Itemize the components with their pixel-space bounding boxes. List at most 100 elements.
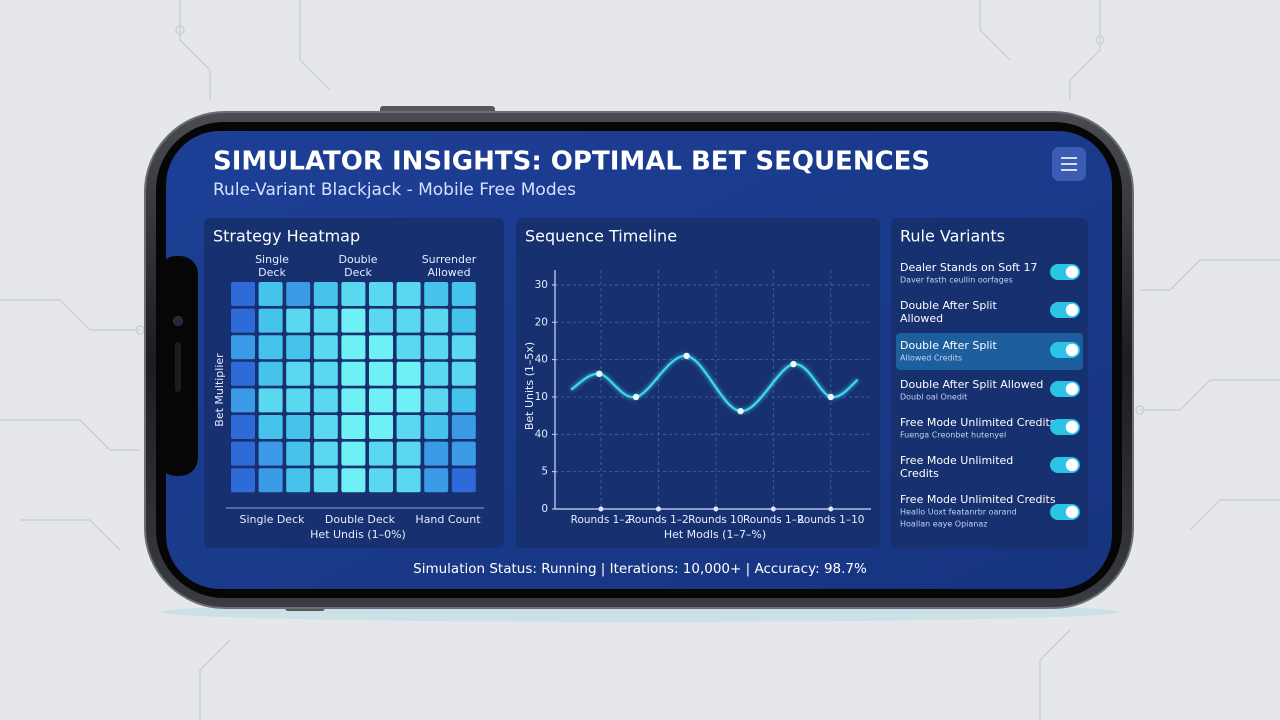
rules-title: Rule Variants xyxy=(900,227,1005,246)
circuit xyxy=(0,419,140,451)
circuit xyxy=(0,299,140,331)
y-tick-label: 10 xyxy=(535,391,548,403)
heatmap-cell xyxy=(313,415,338,439)
y-tick-label: 30 xyxy=(535,279,548,291)
heatmap-cell xyxy=(396,335,421,360)
heatmap-cell xyxy=(341,468,366,493)
heatmap-column-label: Deck xyxy=(344,266,372,279)
app-subtitle: Rule-Variant Blackjack - Mobile Free Mod… xyxy=(213,180,576,200)
sequence-point xyxy=(790,360,797,368)
heatmap-cell xyxy=(369,441,393,466)
heatmap-cell xyxy=(231,415,255,439)
heatmap-cell xyxy=(341,361,366,386)
heatmap-cell xyxy=(424,282,449,306)
circuit xyxy=(979,0,1011,61)
heatmap-cell xyxy=(396,415,421,439)
rule-label: Free Mode Unlimited xyxy=(900,454,1013,467)
rule-label: Double After Split Allowed xyxy=(900,378,1043,391)
heatmap-cell xyxy=(286,361,311,386)
heatmap-column-label: Deck xyxy=(258,266,286,279)
rule-toggle-knob[interactable] xyxy=(1065,343,1079,357)
rule-toggle-knob[interactable] xyxy=(1065,505,1079,519)
sequence-line xyxy=(570,354,859,413)
heatmap-cell xyxy=(286,468,311,493)
circuit-node xyxy=(1095,35,1105,45)
rule-highlight xyxy=(896,333,1083,370)
heatmap-cell xyxy=(231,308,255,333)
app-title: SIMULATOR INSIGHTS: OPTIMAL BET SEQUENCE… xyxy=(213,147,930,177)
timeline-x-label: Het Modls (1–7–%) xyxy=(664,528,766,541)
circuit xyxy=(199,639,231,720)
heatmap-cell xyxy=(341,388,366,413)
heatmap-cell xyxy=(231,441,255,466)
heatmap-cell xyxy=(451,441,476,466)
speaker xyxy=(175,342,181,392)
heatmap-cell xyxy=(451,308,476,333)
heatmap-cell xyxy=(313,468,338,493)
heatmap-cell xyxy=(258,282,283,306)
rule-toggle-knob[interactable] xyxy=(1065,265,1079,279)
timeline-panel xyxy=(516,218,880,548)
heatmap-cell xyxy=(341,308,366,333)
circuit xyxy=(179,0,211,100)
heatmap-cell xyxy=(424,441,449,466)
rule-toggle-knob[interactable] xyxy=(1065,458,1079,472)
heatmap-cell xyxy=(396,441,421,466)
heatmap-cell xyxy=(396,308,421,333)
heatmap-cell xyxy=(451,415,476,439)
heatmap-cell xyxy=(451,361,476,386)
circuit xyxy=(299,0,331,91)
heatmap-y-label: Bet Multiplier xyxy=(213,353,226,427)
heatmap-cell xyxy=(313,361,338,386)
x-tick-label: Rounds 1–2 xyxy=(743,514,804,526)
heatmap-column-label: Surrender xyxy=(422,253,477,266)
heatmap-x-label: Het Undis (1–0%) xyxy=(310,528,406,541)
heatmap-cell xyxy=(286,415,311,439)
rule-label: Double After Split xyxy=(900,299,997,312)
heatmap-cell xyxy=(369,308,393,333)
heatmap-bottom-label: Hand Count xyxy=(415,513,481,526)
y-tick-label: 40 xyxy=(535,428,548,440)
heatmap-cell xyxy=(286,282,311,306)
heatmap-cell xyxy=(451,335,476,360)
heatmap-cell xyxy=(396,282,421,306)
rule-label: Double After Split xyxy=(900,339,997,352)
sequence-point xyxy=(683,352,690,360)
heatmap-cell xyxy=(231,468,255,493)
rule-toggle-knob[interactable] xyxy=(1065,303,1079,317)
x-tick-label: Rounds 1–2 xyxy=(628,514,689,526)
circuit xyxy=(1189,499,1280,531)
heatmap-cell xyxy=(424,388,449,413)
circuit-node xyxy=(1135,405,1145,415)
heatmap-bottom-label: Double Deck xyxy=(325,513,396,526)
y-tick-label: 20 xyxy=(535,316,548,328)
heatmap-cell xyxy=(313,388,338,413)
circuit-node xyxy=(175,25,185,35)
heatmap-cell xyxy=(424,361,449,386)
heatmap-cell xyxy=(341,441,366,466)
heatmap-cell xyxy=(451,282,476,306)
sequence-point xyxy=(827,393,834,401)
rule-label: Allowed xyxy=(900,312,943,325)
heatmap-cell xyxy=(451,468,476,493)
heatmap-cell xyxy=(313,335,338,360)
heatmap-cell xyxy=(424,468,449,493)
heatmap-cell xyxy=(258,335,283,360)
heatmap-cell xyxy=(424,415,449,439)
status-bar: Simulation Status: Running | Iterations:… xyxy=(413,561,867,577)
rule-toggle-knob[interactable] xyxy=(1065,420,1079,434)
heatmap-cell xyxy=(341,415,366,439)
sequence-point xyxy=(632,393,640,401)
heatmap-cell xyxy=(258,415,283,439)
y-tick-label: 40 xyxy=(535,354,548,366)
rules-panel xyxy=(891,218,1088,548)
rule-toggle-knob[interactable] xyxy=(1065,382,1079,396)
heatmap-cell xyxy=(396,468,421,493)
timeline-y-label: Bet Units (1–5x) xyxy=(523,342,536,430)
menu-button[interactable] xyxy=(1052,147,1086,181)
heatmap-cell xyxy=(424,308,449,333)
y-tick-label: 5 xyxy=(541,466,548,478)
heatmap-cell xyxy=(341,335,366,360)
